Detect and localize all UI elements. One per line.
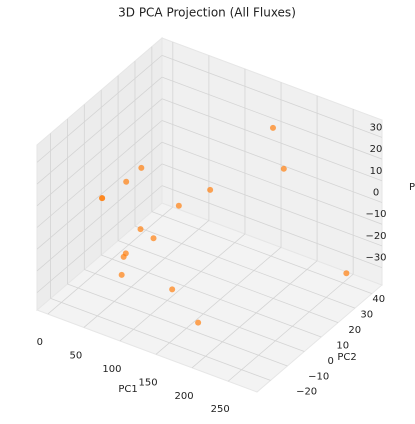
chart-title: 3D PCA Projection (All Fluxes) [118, 6, 296, 20]
x-tick-label: 100 [102, 364, 121, 375]
z-tick-label: −30 [365, 253, 386, 264]
point [280, 165, 287, 172]
grid-line [101, 254, 322, 338]
point [175, 202, 182, 209]
z-tick-label: −20 [365, 231, 386, 242]
grid-line [50, 298, 271, 381]
z-tick-label: 30 [370, 122, 383, 133]
grid-line [36, 55, 163, 163]
grid-line [155, 247, 282, 355]
grid-line [36, 76, 163, 185]
grid-line [84, 269, 305, 352]
z-tick-label: 20 [370, 144, 383, 155]
z-axis-label: PC3 [409, 182, 415, 193]
y-tick-label: −20 [296, 387, 317, 398]
grid-line [134, 225, 356, 309]
y-axis-label: PC2 [337, 352, 356, 363]
grid-line [36, 141, 163, 250]
point [207, 186, 214, 193]
grid-line [36, 185, 163, 293]
y-tick-label: 40 [372, 294, 385, 305]
point [343, 270, 350, 277]
grid-line [119, 233, 246, 342]
y-tick-label: 10 [336, 340, 349, 351]
point [169, 286, 176, 293]
grid-line [151, 211, 373, 295]
grid-line [161, 163, 383, 247]
grid-line [161, 185, 383, 269]
grid-line [83, 220, 210, 328]
x-tick-label: 50 [70, 350, 83, 361]
grid-line [191, 260, 318, 369]
grid-line [47, 206, 174, 315]
z-tick-label: 0 [373, 188, 379, 199]
grid-line [161, 54, 383, 138]
grid-line [161, 98, 383, 182]
point [150, 235, 157, 242]
point [137, 226, 144, 233]
grid-line [117, 240, 339, 323]
grid-line [36, 120, 163, 228]
y-tick-label: 30 [360, 310, 373, 321]
x-tick-label: 0 [37, 337, 43, 348]
x-axis-label: PC1 [118, 384, 137, 395]
point [118, 271, 125, 278]
y-tick-label: 20 [348, 325, 361, 336]
x-tick-label: 200 [175, 391, 194, 402]
y-tick-label: 0 [327, 356, 333, 367]
z-tick-label: 10 [370, 166, 383, 177]
grid-line [161, 141, 383, 225]
grid-line [36, 163, 163, 272]
point [138, 164, 145, 171]
point [269, 124, 276, 131]
grid-line [67, 283, 288, 367]
x-tick-label: 150 [138, 377, 157, 388]
grid-line [36, 98, 163, 207]
z-tick-label: −10 [365, 209, 386, 220]
point [99, 195, 106, 202]
point [120, 253, 127, 260]
x-tick-label: 250 [211, 404, 230, 415]
grid-line [227, 273, 354, 382]
grid-line [161, 76, 383, 160]
y-tick-label: −10 [308, 371, 329, 382]
grid-line [161, 120, 383, 203]
point [123, 178, 130, 185]
point [195, 319, 202, 326]
